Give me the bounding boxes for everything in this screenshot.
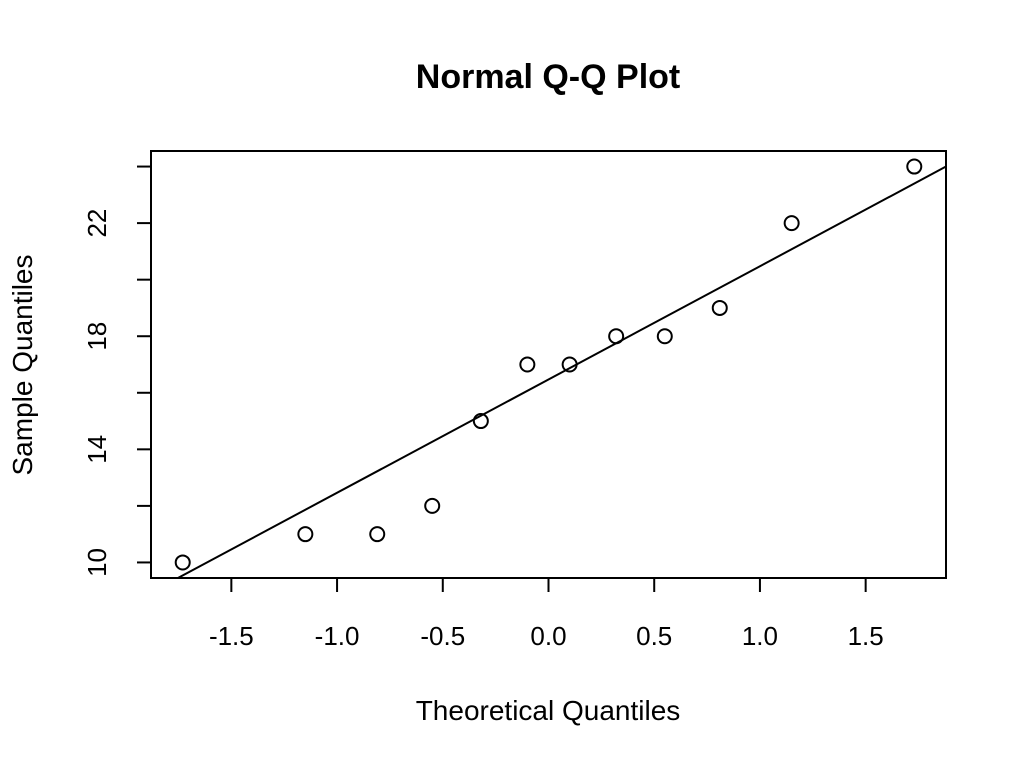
x-tick-label: 0.5 bbox=[636, 621, 672, 651]
data-point bbox=[424, 497, 441, 514]
plot-frame bbox=[150, 150, 947, 579]
y-axis-label: Sample Quantiles bbox=[7, 254, 38, 475]
data-point bbox=[369, 526, 386, 543]
y-axis: 10 14 18 22 bbox=[82, 165, 151, 577]
y-tick-label: 10 bbox=[82, 548, 112, 577]
data-points bbox=[174, 158, 923, 571]
data-point bbox=[711, 299, 728, 316]
y-tick-label: 14 bbox=[82, 435, 112, 464]
data-point bbox=[174, 554, 191, 571]
x-axis: -1.5 -1.0 -0.5 0.0 0.5 1.0 1.5 bbox=[209, 578, 884, 651]
y-tick-label: 18 bbox=[82, 322, 112, 351]
data-point bbox=[472, 413, 489, 430]
data-point bbox=[656, 328, 673, 345]
x-tick-label: -0.5 bbox=[420, 621, 465, 651]
x-tick-label: -1.5 bbox=[209, 621, 254, 651]
x-tick-label: 1.0 bbox=[742, 621, 778, 651]
data-point bbox=[783, 215, 800, 232]
qq-reference-line bbox=[177, 165, 947, 579]
x-tick-label: 0.0 bbox=[530, 621, 566, 651]
x-axis-label: Theoretical Quantiles bbox=[416, 695, 681, 726]
data-point bbox=[608, 328, 625, 345]
x-tick-label: 1.5 bbox=[848, 621, 884, 651]
data-point bbox=[906, 158, 923, 175]
data-point bbox=[519, 356, 536, 373]
chart-title: Normal Q-Q Plot bbox=[416, 58, 680, 96]
y-tick-label: 22 bbox=[82, 209, 112, 238]
x-tick-label: -1.0 bbox=[315, 621, 360, 651]
data-point bbox=[297, 526, 314, 543]
data-point bbox=[561, 356, 578, 373]
